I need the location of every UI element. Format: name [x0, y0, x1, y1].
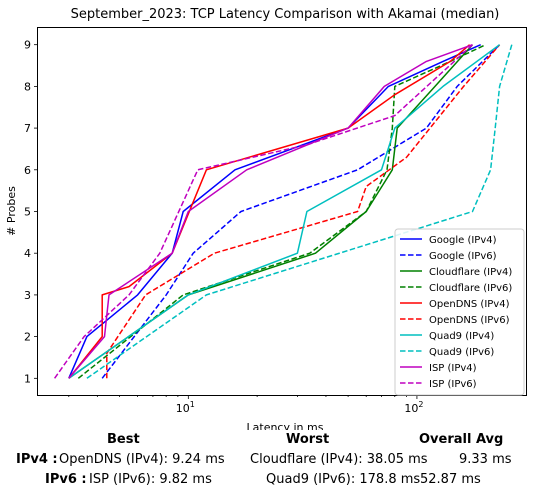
x-tick-label: 102 [404, 400, 423, 415]
ipv6-row: IPv6 : [45, 472, 87, 487]
series-line-2 [68, 44, 474, 379]
latency-stats-table: Best Worst Overall Avg IPv4 : OpenDNS (I… [0, 430, 541, 494]
ipv6-best: ISP (IPv6): 9.82 ms [89, 472, 212, 487]
y-tick-label: 1 [24, 372, 31, 385]
series-lines [53, 43, 513, 379]
best-header: Best [107, 432, 140, 447]
y-tick-label: 5 [24, 206, 31, 219]
legend-label-8: ISP (IPv4) [429, 363, 477, 374]
series-line-1 [101, 44, 501, 379]
ipv6-row-label: IPv6 : [45, 472, 87, 487]
series-line-5 [106, 44, 501, 379]
y-tick-label: 8 [24, 80, 31, 93]
y-tick-label: 4 [24, 247, 31, 260]
legend-label-6: Quad9 (IPv4) [429, 331, 494, 342]
series-line-6 [68, 44, 501, 379]
avg-header: Overall Avg [419, 432, 504, 447]
x-tick-label: 101 [176, 400, 195, 415]
ipv4-row-label: IPv4 : [16, 452, 58, 467]
ipv6-avg: 52.87 ms [420, 472, 481, 487]
worst-header: Worst [286, 432, 330, 447]
chart-title: September_2023: TCP Latency Comparison w… [71, 7, 500, 22]
x-axis-label: Latency in ms [247, 421, 324, 430]
ipv4-best: OpenDNS (IPv4): 9.24 ms [59, 452, 225, 467]
y-tick-label: 2 [24, 331, 31, 344]
legend-label-0: Google (IPv4) [429, 235, 497, 246]
axis-ticks: 101 102 1 2 3 4 5 6 7 8 9 [24, 39, 423, 415]
ipv4-row: IPv4 : [16, 452, 58, 467]
series-line-9 [53, 44, 474, 379]
legend-label-7: Quad9 (IPv6) [429, 347, 494, 358]
legend-label-2: Cloudflare (IPv4) [429, 267, 512, 278]
y-axis-label: # Probes [5, 186, 18, 236]
ipv4-worst: Cloudflare (IPv4): 38.05 ms [250, 452, 428, 467]
legend-label-1: Google (IPv6) [429, 251, 497, 262]
legend: Google (IPv4) Google (IPv6) Cloudflare (IP… [394, 228, 525, 396]
y-tick-label: 6 [24, 164, 31, 177]
y-tick-label: 3 [24, 289, 31, 302]
legend-label-3: Cloudflare (IPv6) [429, 283, 512, 294]
series-line-0 [68, 44, 482, 379]
y-tick-label: 9 [24, 39, 31, 52]
series-line-7 [86, 44, 513, 379]
ipv4-avg: 9.33 ms [459, 452, 512, 467]
legend-label-5: OpenDNS (IPv6) [429, 315, 510, 326]
legend-label-9: ISP (IPv6) [429, 379, 477, 390]
legend-box [394, 228, 525, 396]
ipv6-worst: Quad9 (IPv6): 178.8 ms [266, 472, 421, 487]
latency-chart: September_2023: TCP Latency Comparison w… [5, 7, 527, 430]
y-tick-label: 7 [24, 122, 31, 135]
legend-label-4: OpenDNS (IPv4) [429, 299, 510, 310]
